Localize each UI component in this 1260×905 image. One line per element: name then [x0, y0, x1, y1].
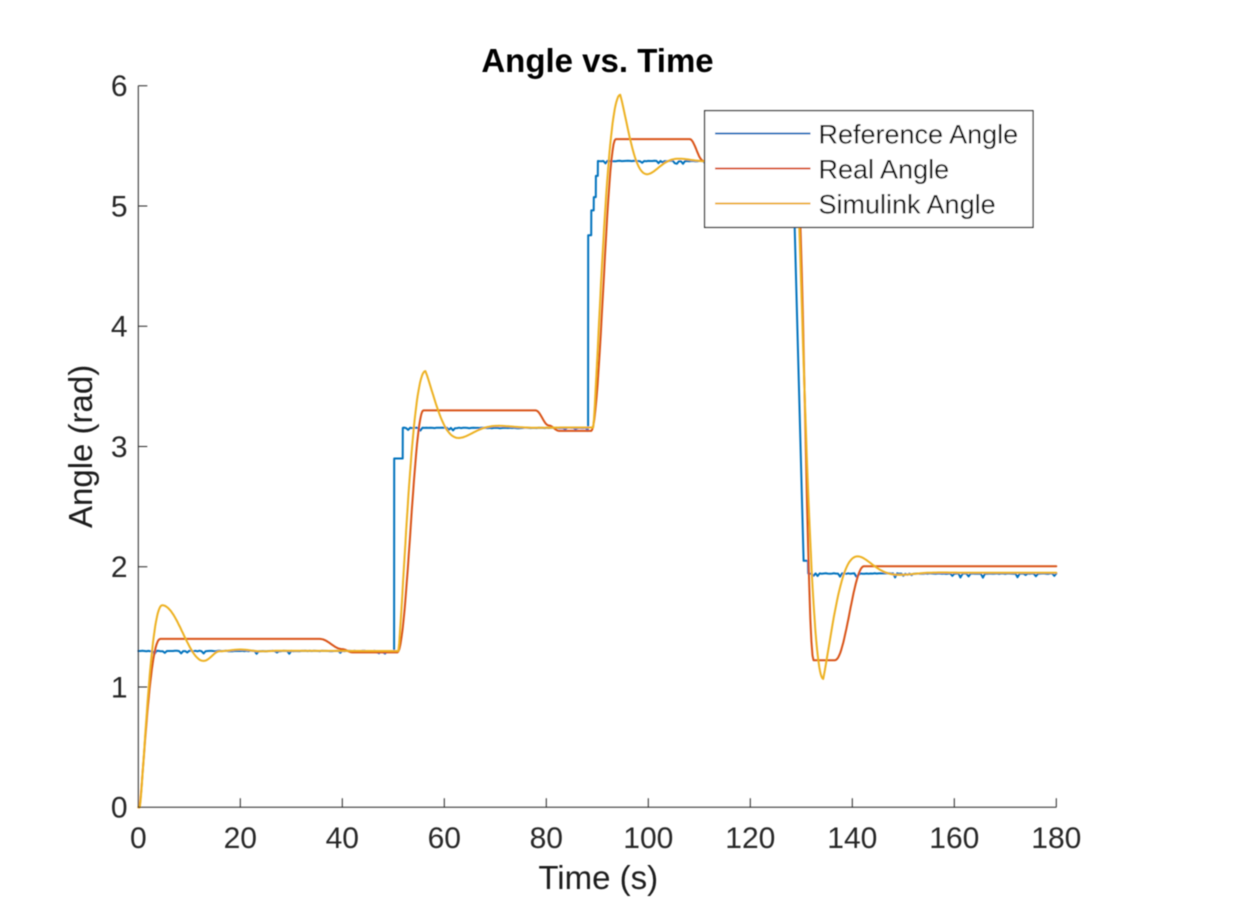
svg-text:140: 140: [827, 822, 877, 855]
svg-text:80: 80: [530, 822, 563, 855]
svg-text:5: 5: [111, 190, 128, 223]
svg-text:Reference Angle: Reference Angle: [819, 119, 1019, 149]
svg-text:4: 4: [111, 311, 128, 344]
svg-text:6: 6: [111, 70, 128, 103]
svg-text:0: 0: [130, 822, 147, 855]
svg-text:180: 180: [1031, 822, 1081, 855]
svg-text:Time (s): Time (s): [538, 859, 658, 896]
svg-text:160: 160: [929, 822, 979, 855]
svg-text:1: 1: [111, 671, 128, 704]
svg-text:Angle vs. Time: Angle vs. Time: [481, 42, 713, 79]
svg-text:120: 120: [725, 822, 775, 855]
svg-text:0: 0: [111, 792, 128, 825]
svg-text:Simulink Angle: Simulink Angle: [819, 189, 996, 219]
svg-text:3: 3: [111, 431, 128, 464]
svg-text:100: 100: [623, 822, 673, 855]
svg-text:Real Angle: Real Angle: [819, 154, 950, 184]
svg-text:20: 20: [224, 822, 257, 855]
svg-text:Angle (rad): Angle (rad): [62, 365, 99, 528]
svg-text:2: 2: [111, 551, 128, 584]
svg-text:60: 60: [428, 822, 461, 855]
svg-text:40: 40: [326, 822, 359, 855]
